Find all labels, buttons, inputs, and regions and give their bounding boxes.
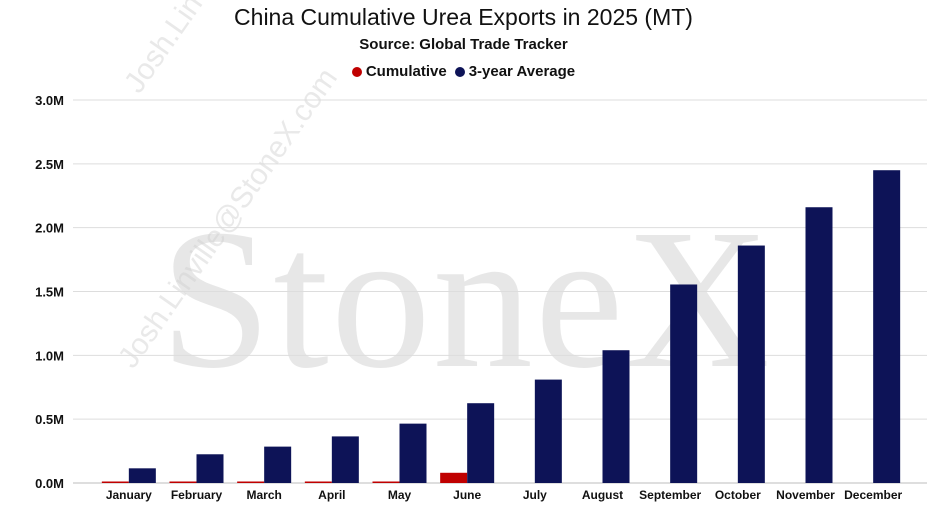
bar-cumulative: [372, 481, 400, 483]
stonex-watermark: StoneX: [160, 189, 772, 410]
bar-cumulative: [237, 481, 265, 483]
x-tick-label: February: [171, 488, 223, 502]
legend-item-average[interactable]: 3-year Average: [454, 63, 576, 80]
x-tick-label: September: [639, 488, 701, 502]
y-tick-label: 2.0M: [35, 221, 64, 236]
x-tick-label: May: [388, 488, 412, 502]
legend-item-cumulative[interactable]: Cumulative: [351, 63, 447, 80]
bar-cumulative: [169, 481, 197, 483]
bar-3yr-average: [467, 403, 495, 483]
bar-3yr-average: [399, 423, 427, 483]
bar-3yr-average: [602, 350, 630, 483]
x-tick-label: October: [715, 488, 761, 502]
y-tick-label: 2.5M: [35, 157, 64, 172]
chart-subtitle: Source: Global Trade Tracker: [359, 36, 568, 53]
x-tick-label: August: [582, 488, 623, 502]
y-tick-label: 1.5M: [35, 285, 64, 300]
legend-label-cumulative: Cumulative: [365, 63, 447, 80]
x-tick-label: January: [106, 488, 152, 502]
x-tick-label: March: [246, 488, 281, 502]
x-tick-label: June: [453, 488, 481, 502]
bar-3yr-average: [873, 170, 901, 483]
x-tick-label: April: [318, 488, 345, 502]
legend-swatch-average: [454, 66, 465, 77]
y-tick-label: 3.0M: [35, 93, 64, 108]
y-tick-label: 1.0M: [35, 348, 64, 363]
legend-label-average: 3-year Average: [468, 63, 576, 80]
bar-3yr-average: [737, 245, 765, 483]
bar-cumulative: [101, 481, 129, 483]
bar-cumulative: [304, 481, 332, 483]
bar-3yr-average: [805, 207, 833, 484]
y-tick-label: 0.5M: [35, 412, 64, 427]
bar-3yr-average: [534, 379, 562, 483]
bar-3yr-average: [670, 284, 698, 483]
bar-3yr-average: [128, 468, 156, 483]
x-tick-label: July: [523, 488, 547, 502]
x-tick-label: November: [776, 488, 835, 502]
chart-legend: Cumulative 3-year Average: [0, 63, 927, 80]
bar-3yr-average: [331, 436, 359, 483]
legend-swatch-cumulative: [351, 66, 362, 77]
bar-3yr-average: [196, 454, 224, 483]
y-tick-label: 0.0M: [35, 476, 64, 491]
chart-title: China Cumulative Urea Exports in 2025 (M…: [234, 4, 693, 30]
x-tick-label: December: [844, 488, 902, 502]
bar-3yr-average: [264, 446, 292, 483]
bar-cumulative: [440, 472, 468, 483]
